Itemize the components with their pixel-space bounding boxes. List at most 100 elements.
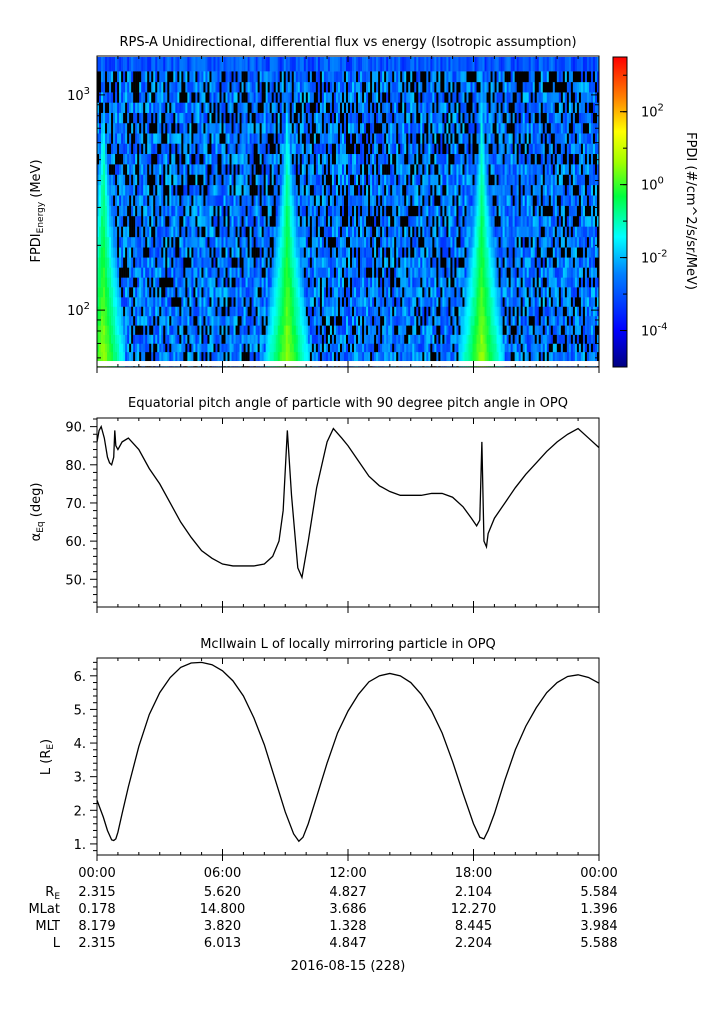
heatmap-cell xyxy=(105,71,108,83)
heatmap-cell xyxy=(153,267,156,278)
heatmap-cell xyxy=(372,277,375,288)
heatmap-cell xyxy=(205,122,208,134)
heatmap-cell xyxy=(343,184,347,196)
heatmap-cell xyxy=(151,143,154,155)
heatmap-cell xyxy=(410,205,413,217)
heatmap-cell xyxy=(307,334,311,344)
heatmap-cell xyxy=(197,297,200,307)
heatmap-cell xyxy=(123,287,126,298)
heatmap-cell xyxy=(103,247,106,258)
heatmap-cell xyxy=(277,334,281,344)
heatmap-cell xyxy=(271,247,275,258)
heatmap-cell xyxy=(362,236,365,248)
heatmap-cell xyxy=(348,351,351,367)
heatmap-cell xyxy=(364,81,367,93)
heatmap-cell xyxy=(257,153,260,165)
heatmap-cell xyxy=(161,343,164,353)
heatmap-cell xyxy=(255,277,258,288)
heatmap-cell xyxy=(249,164,252,175)
heatmap-cell xyxy=(331,71,335,83)
heatmap-cell xyxy=(362,277,365,288)
heatmap-cell xyxy=(187,343,190,353)
heatmap-cell xyxy=(345,122,349,134)
heatmap-cell xyxy=(225,306,228,317)
heatmap-cell xyxy=(271,102,275,113)
heatmap-cell xyxy=(205,267,208,278)
heatmap-cell xyxy=(103,306,106,317)
heatmap-cell xyxy=(119,57,122,72)
heatmap-cell xyxy=(193,174,196,186)
heatmap-cell xyxy=(181,236,184,248)
heatmap-cell xyxy=(319,174,323,186)
heatmap-cell xyxy=(205,297,208,307)
heatmap-cell xyxy=(143,174,146,186)
heatmap-cell xyxy=(195,351,198,367)
heatmap-cell xyxy=(343,92,347,103)
heatmap-cell xyxy=(249,143,252,155)
heatmap-cell xyxy=(155,306,158,317)
heatmap-cell xyxy=(364,205,367,217)
heatmap-cell xyxy=(301,102,305,113)
heatmap-cell xyxy=(426,334,429,344)
heatmap-cell xyxy=(147,226,150,238)
heatmap-cell xyxy=(384,277,387,288)
heatmap-cell xyxy=(297,122,301,134)
heatmap-cell xyxy=(372,71,375,83)
heatmap-cell xyxy=(207,195,210,206)
heatmap-cell xyxy=(225,133,228,144)
heatmap-cell xyxy=(133,343,136,353)
heatmap-cell xyxy=(259,236,262,248)
heatmap-cell xyxy=(350,184,353,196)
heatmap-cell xyxy=(201,153,204,165)
heatmap-cell xyxy=(137,247,140,258)
heatmap-cell xyxy=(193,102,196,113)
heatmap-cell xyxy=(265,315,268,326)
heatmap-cell xyxy=(315,81,319,93)
heatmap-cell xyxy=(269,122,272,134)
heatmap-cell xyxy=(207,351,210,367)
heatmap-cell xyxy=(131,133,134,144)
heatmap-cell xyxy=(197,247,200,258)
heatmap-cell xyxy=(181,122,184,134)
heatmap-cell xyxy=(137,226,140,238)
heatmap-cell xyxy=(207,315,210,326)
heatmap-cell xyxy=(259,57,262,72)
heatmap-cell xyxy=(119,112,122,124)
heatmap-cell xyxy=(123,133,126,144)
heatmap-cell xyxy=(113,164,116,175)
heatmap-cell xyxy=(169,205,172,217)
heatmap-cell xyxy=(141,325,144,335)
heatmap-cell xyxy=(372,247,375,258)
heatmap-cell xyxy=(424,122,427,134)
heatmap-cell xyxy=(213,306,216,317)
heatmap-cell xyxy=(141,174,144,186)
heatmap-cell xyxy=(378,334,381,344)
heatmap-cell xyxy=(352,92,355,103)
heatmap-cell xyxy=(402,81,405,93)
heatmap-cell xyxy=(195,112,198,124)
heatmap-cell xyxy=(398,236,401,248)
heatmap-cell xyxy=(315,122,319,134)
heatmap-cell xyxy=(345,277,349,288)
heatmap-cell xyxy=(309,297,313,307)
heatmap-cell xyxy=(394,81,397,93)
heatmap-cell xyxy=(386,57,389,72)
heatmap-cell xyxy=(352,277,355,288)
heatmap-cell xyxy=(360,205,363,217)
heatmap-cell xyxy=(229,174,232,186)
heatmap-cell xyxy=(279,122,283,134)
heatmap-cell xyxy=(191,143,194,155)
heatmap-cell xyxy=(422,325,425,335)
heatmap-cell xyxy=(221,334,224,344)
heatmap-cell xyxy=(305,343,309,353)
heatmap-cell xyxy=(261,195,264,206)
heatmap-cell xyxy=(135,122,138,134)
heatmap-cell xyxy=(175,226,178,238)
heatmap-cell xyxy=(117,174,120,186)
heatmap-cell xyxy=(153,102,156,113)
heatmap-cell xyxy=(358,92,361,103)
heatmap-cell xyxy=(107,195,110,206)
heatmap-cell xyxy=(163,315,166,326)
heatmap-cell xyxy=(325,71,329,83)
heatmap-cell xyxy=(181,334,184,344)
